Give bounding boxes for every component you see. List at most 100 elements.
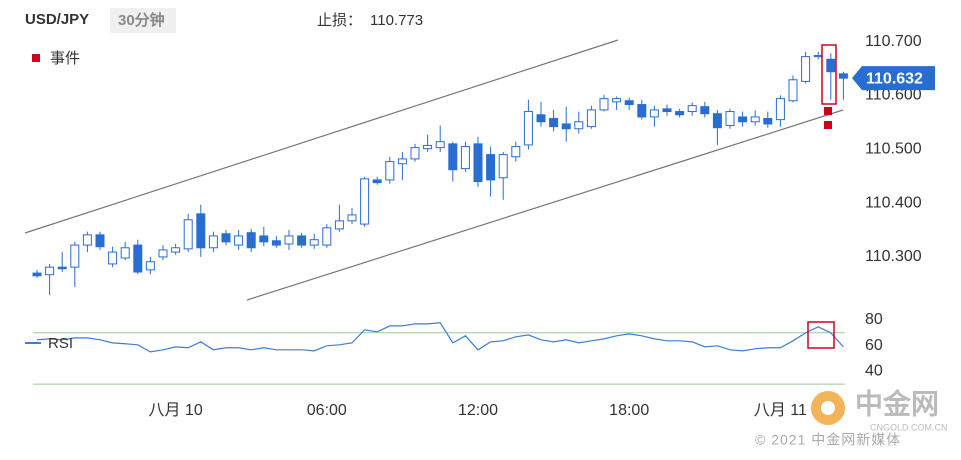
event-legend: 事件 [50, 50, 80, 67]
watermark: 中金网 CNGOLD.COM.CN © 2021 中金网新媒体 [755, 387, 948, 447]
candle-body [574, 121, 584, 130]
x-tick-label: 18:00 [609, 402, 649, 419]
x-tick-label: 八月 10 [148, 402, 202, 419]
candle-body [750, 116, 760, 123]
y-tick-label: 110.500 [865, 140, 922, 157]
y-tick-label: 110.600 [865, 87, 922, 104]
interval-bg [110, 8, 176, 33]
candle-body [234, 235, 244, 246]
candle-body [82, 234, 92, 246]
footer: © 2021 中金网新媒体 [755, 432, 901, 448]
candle-body [158, 249, 168, 258]
candle-body [460, 146, 470, 170]
candle-body [624, 100, 634, 106]
y-tick-label: 110.700 [865, 33, 922, 50]
last-price-label: 110.632 [866, 70, 923, 87]
candle-body [309, 239, 319, 246]
last-price-tag [852, 66, 935, 91]
candle-body [838, 73, 848, 79]
candle-body [385, 161, 395, 181]
candle-body [788, 79, 798, 102]
candle-body [826, 58, 836, 73]
candle-body [700, 106, 710, 115]
candle-body [549, 118, 559, 128]
candle-body [397, 158, 407, 165]
event-icon [32, 54, 40, 62]
candle-body [662, 108, 672, 113]
y-tick-label: 40 [865, 363, 883, 380]
candle-body [801, 56, 811, 82]
candle-body [57, 266, 67, 270]
candle-body [221, 233, 231, 243]
candle-body [95, 234, 105, 248]
trend-line [246, 109, 844, 301]
candle-body [32, 272, 42, 277]
candle-body [536, 114, 546, 123]
candle-body [498, 154, 508, 179]
candle-body [473, 143, 483, 183]
candle-body [523, 111, 533, 146]
candle-body [208, 235, 218, 249]
candle-body [120, 247, 130, 259]
candle-body [586, 109, 596, 128]
candle-body [599, 98, 609, 111]
candle-body [145, 261, 155, 271]
candle-body [712, 113, 722, 129]
candle-body [725, 111, 735, 127]
y-tick-label: 80 [865, 311, 883, 328]
candle-body [171, 247, 181, 253]
candle-body [360, 178, 370, 225]
y-tick-label: 110.400 [865, 194, 922, 211]
candle-body [133, 244, 143, 273]
candle-body [347, 214, 357, 222]
candle-body [423, 144, 433, 150]
rsi-highlight [807, 321, 835, 349]
candle-body [675, 111, 685, 116]
event-marker[interactable] [824, 107, 832, 115]
event-highlight [821, 44, 837, 105]
candle-body [297, 235, 307, 246]
x-tick-label: 八月 11 [754, 402, 807, 419]
candle-body [649, 109, 659, 118]
candle-body [108, 251, 118, 265]
candle-body [271, 240, 281, 246]
legend-label: RSI [48, 335, 73, 352]
brand: 中金网 [855, 387, 939, 419]
candle-body [612, 98, 622, 103]
candle-body [687, 105, 697, 113]
rsi-line [36, 322, 844, 353]
x-tick-label: 06:00 [307, 402, 347, 419]
y-tick-label: 60 [865, 337, 883, 354]
candle-body [45, 266, 55, 276]
stop-loss: 110.773 [370, 12, 423, 29]
candle-body [284, 235, 294, 245]
candle-body [561, 123, 571, 130]
candle-body [763, 118, 773, 125]
candle-body [775, 98, 785, 121]
candle-body [435, 141, 445, 149]
candle-body [70, 244, 80, 268]
event-marker[interactable] [824, 121, 832, 129]
candle-body [183, 219, 193, 250]
interval[interactable]: 30分钟 [118, 11, 165, 29]
candle-body [372, 179, 382, 184]
candle-body [448, 143, 458, 171]
candle-body [738, 116, 748, 123]
symbol: USD/JPY [25, 11, 89, 28]
candle-body [259, 235, 269, 243]
candle-body [637, 104, 647, 118]
candle-body [410, 147, 420, 160]
site: CNGOLD.COM.CN [870, 422, 948, 432]
plot: 110.300 110.400 110.500 110.600 110.700 110.6… [25, 33, 935, 419]
x-tick-label: 12:00 [458, 402, 498, 419]
candle-body [334, 220, 344, 230]
trend-line [24, 39, 619, 234]
candle-body [246, 232, 256, 249]
stop-loss-label: 止损： [317, 12, 362, 29]
candle-body [813, 55, 823, 58]
candle-body [322, 227, 332, 246]
candle-body [196, 213, 206, 249]
candle-body [511, 146, 521, 158]
y-tick-label: 110.300 [865, 248, 922, 265]
